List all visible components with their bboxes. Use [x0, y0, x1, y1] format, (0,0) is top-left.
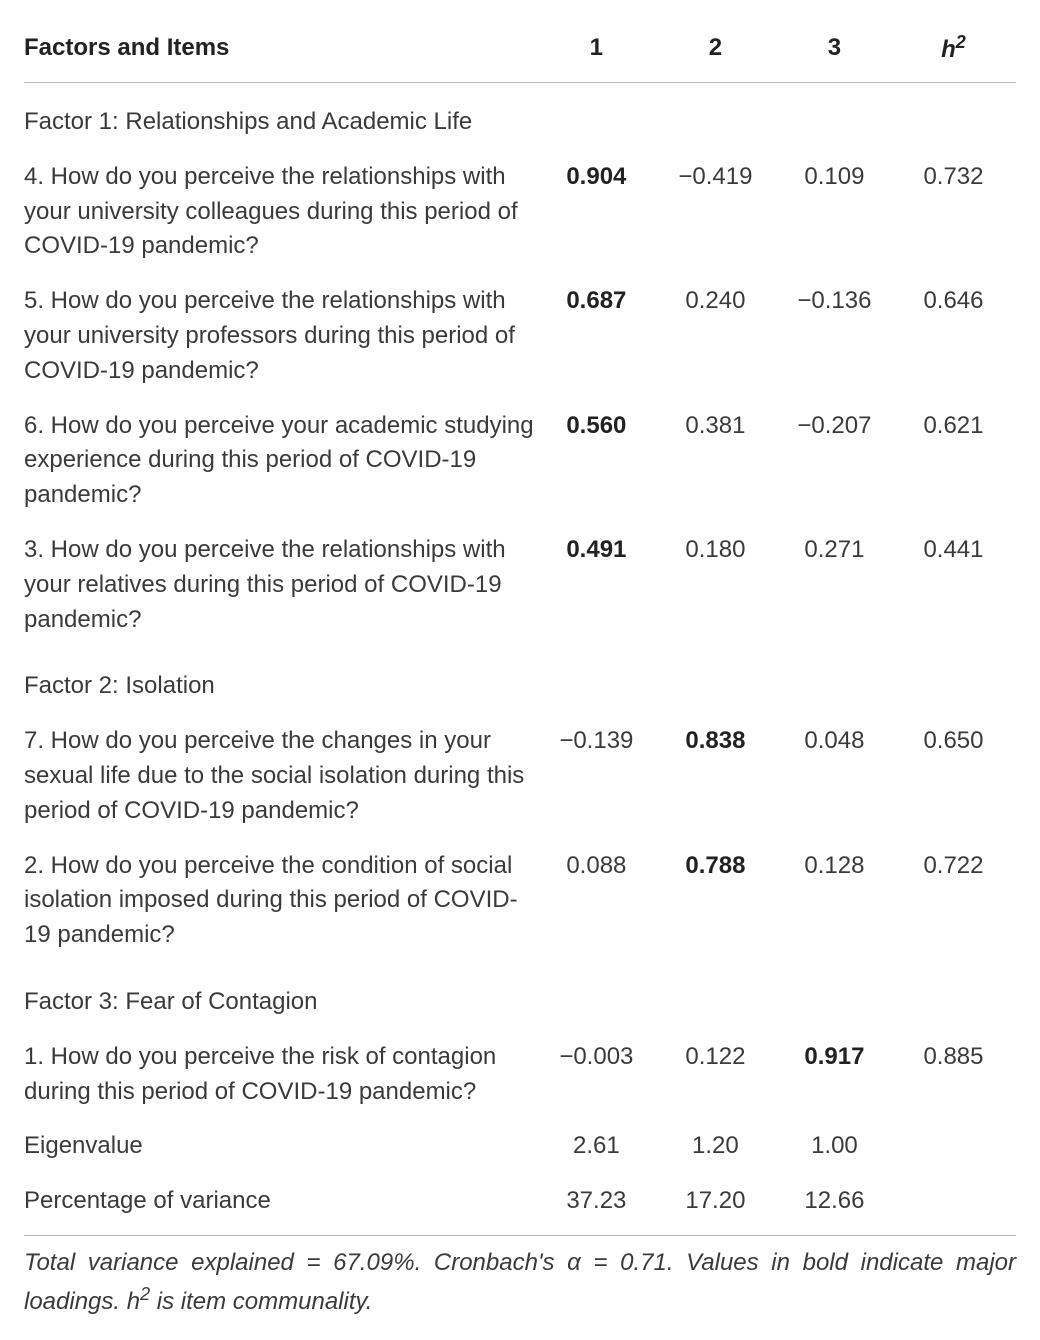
cell-value — [540, 83, 659, 150]
cell-value — [778, 647, 897, 714]
cell-value: −0.207 — [778, 399, 897, 523]
cell-value: 0.109 — [778, 150, 897, 274]
row-label: 2. How do you perceive the condition of … — [24, 839, 540, 963]
cell-value: 0.838 — [659, 714, 778, 838]
cell-value: 1.00 — [778, 1119, 897, 1174]
cell-value: 1.20 — [659, 1119, 778, 1174]
cell-value: 0.650 — [897, 714, 1016, 838]
col-header-h2: h2 — [897, 20, 1016, 83]
cell-value: 0.560 — [540, 399, 659, 523]
cell-value: 0.885 — [897, 1030, 1016, 1120]
table-body: Factor 1: Relationships and Academic Lif… — [24, 83, 1016, 1236]
table-footnote: Total variance explained = 67.09%. Cronb… — [24, 1236, 1016, 1320]
row-label: 6. How do you perceive your academic stu… — [24, 399, 540, 523]
cell-value: 0.048 — [778, 714, 897, 838]
cell-value: −0.419 — [659, 150, 778, 274]
row-label: Percentage of variance — [24, 1174, 540, 1235]
table-row: Percentage of variance37.2317.2012.66 — [24, 1174, 1016, 1235]
cell-value: −0.136 — [778, 274, 897, 398]
table-row: Factor 3: Fear of Contagion — [24, 963, 1016, 1030]
table-row: 3. How do you perceive the relationships… — [24, 523, 1016, 647]
row-label: 7. How do you perceive the changes in yo… — [24, 714, 540, 838]
table-row: Factor 1: Relationships and Academic Lif… — [24, 83, 1016, 150]
table-row: 4. How do you perceive the relationships… — [24, 150, 1016, 274]
row-label: Factor 1: Relationships and Academic Lif… — [24, 83, 540, 150]
cell-value — [540, 963, 659, 1030]
cell-value — [897, 1119, 1016, 1174]
cell-value: 0.646 — [897, 274, 1016, 398]
row-label: Factor 3: Fear of Contagion — [24, 963, 540, 1030]
table-row: 1. How do you perceive the risk of conta… — [24, 1030, 1016, 1120]
cell-value — [778, 83, 897, 150]
cell-value: 12.66 — [778, 1174, 897, 1235]
row-label: Factor 2: Isolation — [24, 647, 540, 714]
cell-value: 0.491 — [540, 523, 659, 647]
cell-value: 0.788 — [659, 839, 778, 963]
table-header-row: Factors and Items 1 2 3 h2 — [24, 20, 1016, 83]
cell-value: −0.003 — [540, 1030, 659, 1120]
cell-value: 0.122 — [659, 1030, 778, 1120]
col-header-2: 2 — [659, 20, 778, 83]
cell-value: 0.621 — [897, 399, 1016, 523]
cell-value — [540, 647, 659, 714]
cell-value — [897, 1174, 1016, 1235]
cell-value: 0.441 — [897, 523, 1016, 647]
cell-value: 0.180 — [659, 523, 778, 647]
col-header-3: 3 — [778, 20, 897, 83]
row-label: 1. How do you perceive the risk of conta… — [24, 1030, 540, 1120]
cell-value — [897, 963, 1016, 1030]
cell-value: 0.917 — [778, 1030, 897, 1120]
cell-value: 0.088 — [540, 839, 659, 963]
cell-value: 0.722 — [897, 839, 1016, 963]
cell-value: 0.687 — [540, 274, 659, 398]
cell-value: 0.732 — [897, 150, 1016, 274]
table-row: 5. How do you perceive the relationships… — [24, 274, 1016, 398]
table-row: 2. How do you perceive the condition of … — [24, 839, 1016, 963]
cell-value: −0.139 — [540, 714, 659, 838]
cell-value — [659, 963, 778, 1030]
cell-value — [778, 963, 897, 1030]
table-row: Factor 2: Isolation — [24, 647, 1016, 714]
cell-value: 0.271 — [778, 523, 897, 647]
cell-value: 0.128 — [778, 839, 897, 963]
cell-value: 17.20 — [659, 1174, 778, 1235]
table-row: Eigenvalue2.611.201.00 — [24, 1119, 1016, 1174]
cell-value — [659, 647, 778, 714]
col-header-label: Factors and Items — [24, 20, 540, 83]
row-label: Eigenvalue — [24, 1119, 540, 1174]
col-header-1: 1 — [540, 20, 659, 83]
row-label: 4. How do you perceive the relationships… — [24, 150, 540, 274]
cell-value: 0.904 — [540, 150, 659, 274]
table-row: 6. How do you perceive your academic stu… — [24, 399, 1016, 523]
cell-value — [897, 83, 1016, 150]
factor-loadings-table: Factors and Items 1 2 3 h2 Factor 1: Rel… — [24, 20, 1016, 1236]
row-label: 3. How do you perceive the relationships… — [24, 523, 540, 647]
cell-value: 2.61 — [540, 1119, 659, 1174]
cell-value: 0.381 — [659, 399, 778, 523]
table-row: 7. How do you perceive the changes in yo… — [24, 714, 1016, 838]
cell-value — [897, 647, 1016, 714]
row-label: 5. How do you perceive the relationships… — [24, 274, 540, 398]
cell-value: 37.23 — [540, 1174, 659, 1235]
cell-value — [659, 83, 778, 150]
cell-value: 0.240 — [659, 274, 778, 398]
